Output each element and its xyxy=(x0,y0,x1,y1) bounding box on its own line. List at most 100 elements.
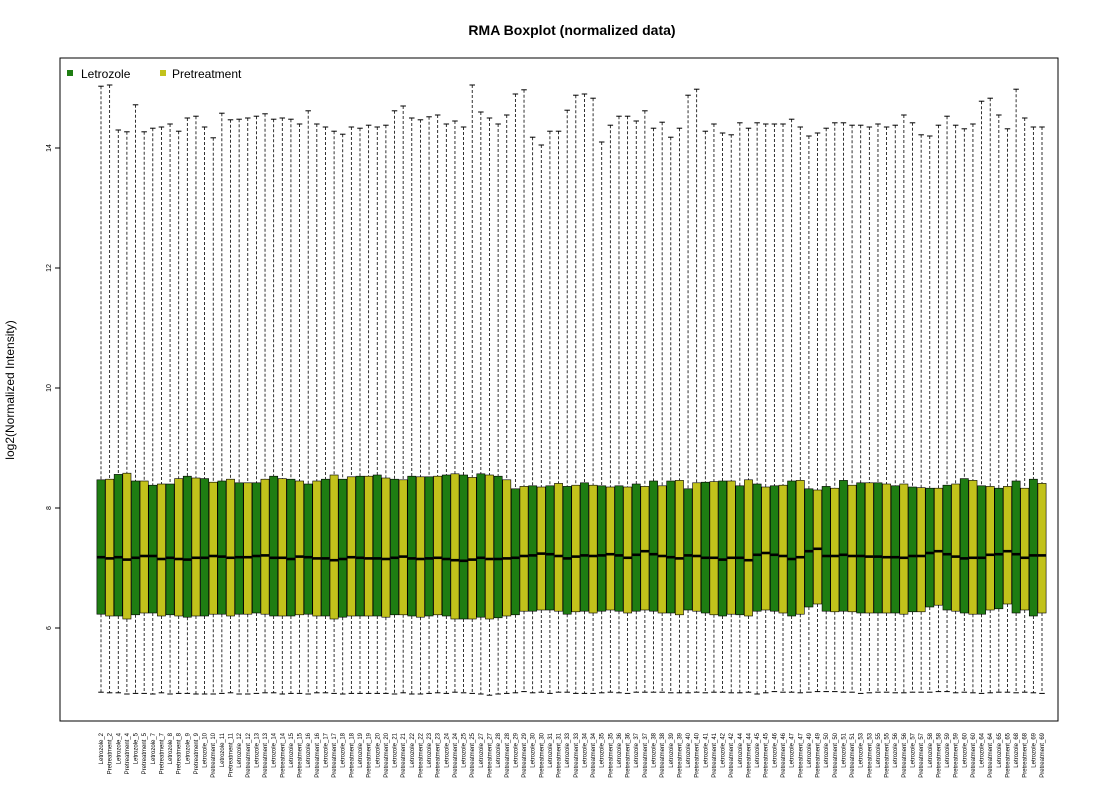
x-tick-label: Pretreatment_46 xyxy=(781,732,787,777)
box-rect xyxy=(398,479,408,616)
y-tick-label: 10 xyxy=(46,384,53,392)
box-Pretreatment_60 xyxy=(968,123,978,694)
x-tick-label: Letrozole_68 xyxy=(1014,732,1020,767)
x-tick-label: Pretreatment_24 xyxy=(453,732,459,777)
box-Letrozole_2 xyxy=(96,85,106,693)
box-rect xyxy=(390,478,399,616)
legend-label-letrozole: Letrozole xyxy=(81,67,131,81)
x-tick-label: Pretreatment_17 xyxy=(332,732,338,777)
box-rect xyxy=(675,480,684,616)
box-Letrozole_51 xyxy=(839,122,848,693)
x-tick-label: Pretreatment_4 xyxy=(125,732,131,774)
x-tick-label: Letrozole_37 xyxy=(634,732,640,767)
box-Pretreatment_42 xyxy=(726,134,736,694)
box-rect xyxy=(372,474,382,617)
box-rect xyxy=(657,485,667,614)
x-tick-label: Pretreatment_49 xyxy=(816,732,822,777)
y-axis: 6 8 10 12 14 xyxy=(46,144,61,630)
box-Letrozole_13 xyxy=(251,115,261,694)
box-Letrozole_9 xyxy=(182,117,192,694)
x-tick-label: Pretreatment_30 xyxy=(539,732,545,777)
box-rect xyxy=(692,482,702,612)
box-Pretreatment_10 xyxy=(208,137,218,695)
x-tick-label: Pretreatment_11 xyxy=(228,732,234,777)
box-Pretreatment_35 xyxy=(605,124,615,693)
box-rect xyxy=(105,478,115,617)
box-Pretreatment_51 xyxy=(847,124,857,693)
box-rect xyxy=(113,474,123,617)
box-rect xyxy=(157,483,166,617)
box-rect xyxy=(718,480,727,617)
box-rect xyxy=(1020,487,1030,611)
x-tick-label: Letrozole_49 xyxy=(807,732,813,767)
x-tick-label: Letrozole_22 xyxy=(410,732,416,767)
x-tick-label: Pretreatment_50 xyxy=(833,732,839,777)
x-tick-label: Letrozole_9 xyxy=(185,732,191,764)
x-tick-label: Letrozole_44 xyxy=(738,732,744,767)
x-tick-label: Pretreatment_18 xyxy=(349,732,355,777)
x-tick-label: Pretreatment_57 xyxy=(919,732,925,777)
chart-title: RMA Boxplot (normalized data) xyxy=(468,22,675,38)
box-Pretreatment_24 xyxy=(450,120,460,693)
box-Letrozole_12 xyxy=(234,118,244,695)
box-rect xyxy=(502,479,512,617)
x-tick-label: Pretreatment_56 xyxy=(902,732,908,777)
box-rect xyxy=(839,480,848,612)
legend-swatch-letrozole xyxy=(67,70,73,76)
box-rect xyxy=(761,486,771,611)
box-Pretreatment_17 xyxy=(329,130,339,694)
x-tick-label: Letrozole_27 xyxy=(479,732,485,767)
box-rect xyxy=(985,486,995,611)
x-tick-label: Letrozole_2 xyxy=(99,732,105,764)
box-Pretreatment_64 xyxy=(985,97,995,694)
x-tick-label: Letrozole_16 xyxy=(306,732,312,767)
x-tick-label: Letrozole_12 xyxy=(237,732,243,767)
box-rect xyxy=(873,482,883,614)
box-rect xyxy=(536,486,546,611)
x-tick-label: Pretreatment_9 xyxy=(194,732,200,774)
x-tick-label: Pretreatment_39 xyxy=(677,732,683,777)
box-Letrozole_27 xyxy=(476,111,486,695)
x-tick-label: Pretreatment_16 xyxy=(315,732,321,777)
box-Pretreatment_13 xyxy=(260,113,270,694)
x-tick-label: Pretreatment_8 xyxy=(177,732,183,774)
x-tick-label: Letrozole_15 xyxy=(289,732,295,767)
box-rect xyxy=(683,488,693,611)
box-rect xyxy=(122,472,132,620)
x-tick-label: Pretreatment_22 xyxy=(418,732,424,777)
box-rect xyxy=(597,485,607,612)
box-rect xyxy=(286,478,296,617)
box-Letrozole_23 xyxy=(424,116,434,694)
box-rect xyxy=(735,485,745,616)
x-tick-label: Letrozole_8 xyxy=(168,732,174,764)
x-tick-label: Letrozole_38 xyxy=(652,732,658,767)
x-tick-label: Letrozole_64 xyxy=(980,732,986,767)
box-Pretreatment_7 xyxy=(157,126,166,694)
box-Pretreatment_20 xyxy=(381,124,391,694)
box-Pretreatment_44 xyxy=(744,127,753,693)
box-Letrozole_69 xyxy=(1028,126,1038,694)
x-tick-label: Letrozole_69 xyxy=(1031,732,1037,767)
box-rect xyxy=(977,485,986,615)
box-Pretreatment_39 xyxy=(675,127,684,694)
box-Pretreatment_18 xyxy=(346,126,356,694)
box-Letrozole_22 xyxy=(407,117,417,695)
x-tick-label: Pretreatment_34 xyxy=(591,732,597,777)
box-Letrozole_45 xyxy=(752,122,762,695)
x-tick-label: Pretreatment_19 xyxy=(367,732,373,777)
box-rect xyxy=(441,474,451,617)
box-Letrozole_39 xyxy=(666,136,676,694)
box-Pretreatment_31 xyxy=(554,130,563,693)
box-Letrozole_60 xyxy=(959,128,969,693)
box-Pretreatment_30 xyxy=(536,144,546,693)
box-rect xyxy=(148,484,158,614)
x-tick-label: Letrozole_50 xyxy=(824,732,830,767)
box-rect xyxy=(571,484,581,613)
box-rect xyxy=(640,486,650,611)
x-tick-label: Pretreatment_55 xyxy=(885,732,891,777)
legend-swatch-pretreatment xyxy=(160,70,166,76)
x-tick-label: Pretreatment_51 xyxy=(850,732,856,777)
box-rect xyxy=(217,480,227,615)
x-tick-label: Pretreatment_15 xyxy=(298,732,304,777)
box-Pretreatment_53 xyxy=(864,126,874,694)
